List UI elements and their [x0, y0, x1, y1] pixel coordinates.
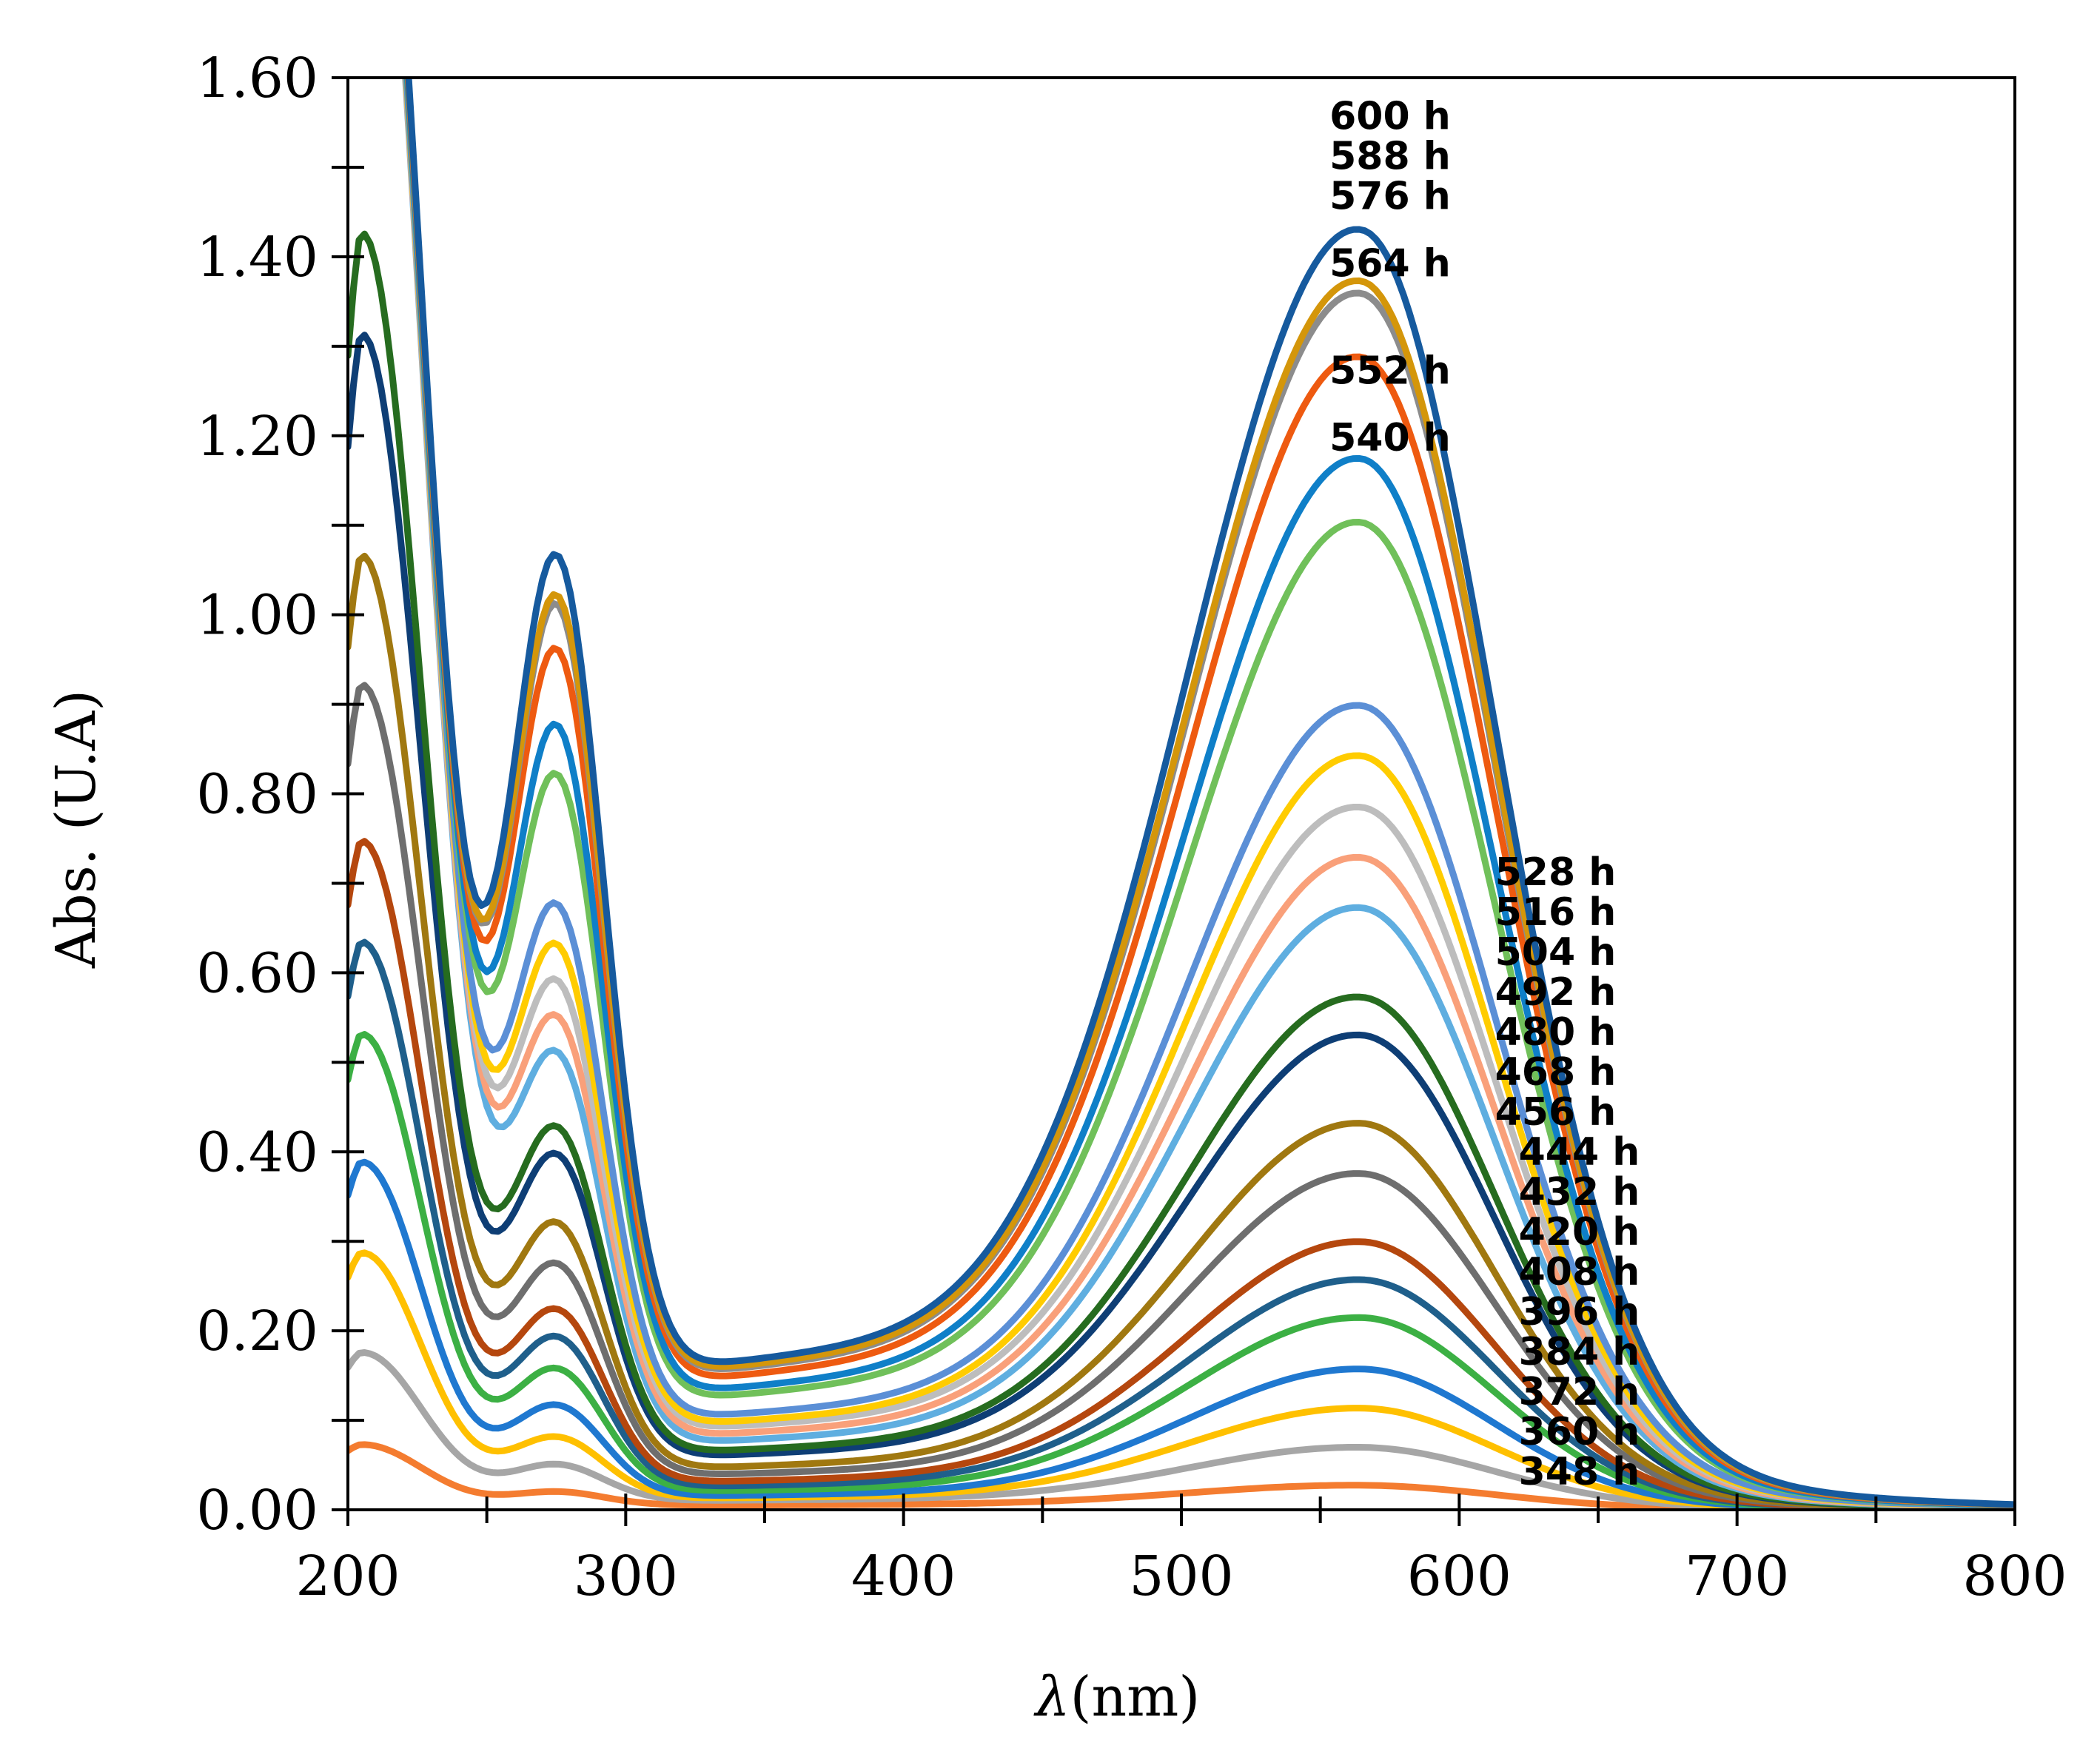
series-label-588h: 588 h	[1329, 135, 1451, 179]
y-tick-label: 1.00	[196, 584, 318, 648]
series-label-372h: 372 h	[1519, 1370, 1640, 1414]
series-label-528h: 528 h	[1495, 850, 1617, 895]
y-tick-label: 0.00	[196, 1479, 318, 1542]
series-label-600h: 600 h	[1329, 95, 1451, 139]
y-tick-label: 0.60	[196, 941, 318, 1005]
series-label-456h: 456 h	[1495, 1090, 1617, 1135]
series-label-564h: 564 h	[1329, 241, 1451, 286]
x-axis-title-unit: (nm)	[1070, 1665, 1201, 1729]
series-label-552h: 552 h	[1329, 349, 1451, 393]
series-line-516h	[403, 78, 2015, 1510]
y-axis-title: Abs. (U.A)	[44, 690, 108, 969]
series-layer	[348, 78, 2015, 1510]
series-label-504h: 504 h	[1495, 930, 1617, 975]
series-line-576h	[405, 78, 2015, 1508]
series-line-504h	[402, 78, 2015, 1510]
series-label-360h: 360 h	[1519, 1410, 1640, 1454]
x-tick-label: 400	[851, 1545, 956, 1608]
series-label-444h: 444 h	[1519, 1130, 1640, 1175]
x-tick-label: 700	[1685, 1545, 1789, 1608]
series-label-384h: 384 h	[1519, 1330, 1640, 1374]
series-line-492h	[402, 78, 2015, 1510]
series-label-432h: 432 h	[1519, 1170, 1640, 1215]
series-label-540h: 540 h	[1329, 416, 1451, 460]
x-tick-label: 200	[295, 1545, 400, 1608]
series-label-396h: 396 h	[1519, 1290, 1640, 1334]
axis-layer: 200 300 400 500 600 700 800 0.00 0.20 0.40 0.60 0.8…	[196, 47, 2067, 1608]
x-tick-label: 300	[574, 1545, 678, 1608]
y-tick-label: 0.20	[196, 1300, 318, 1363]
series-label-576h: 576 h	[1329, 175, 1451, 219]
y-tick-label: 1.40	[196, 226, 318, 289]
x-tick-label: 800	[1962, 1545, 2067, 1608]
series-label-468h: 468 h	[1495, 1050, 1617, 1095]
series-line-528h	[403, 78, 2015, 1510]
series-line-480h	[402, 78, 2015, 1510]
y-tick-label: 0.80	[196, 763, 318, 827]
y-tick-label: 1.60	[196, 47, 318, 110]
x-axis-title: λ(nm)	[1033, 1665, 1200, 1729]
series-label-516h: 516 h	[1495, 890, 1617, 935]
y-tick-label: 1.20	[196, 405, 318, 468]
x-tick-label: 500	[1129, 1545, 1233, 1608]
series-label-408h: 408 h	[1519, 1250, 1640, 1294]
series-label-348h: 348 h	[1519, 1450, 1640, 1494]
series-label-480h: 480 h	[1495, 1010, 1617, 1055]
x-tick-label: 600	[1407, 1545, 1512, 1608]
series-label-492h: 492 h	[1495, 970, 1617, 1015]
y-tick-label: 0.40	[196, 1121, 318, 1184]
series-line-600h	[405, 78, 2015, 1508]
x-axis-title-symbol: λ	[1033, 1665, 1070, 1729]
series-label-420h: 420 h	[1519, 1210, 1640, 1254]
